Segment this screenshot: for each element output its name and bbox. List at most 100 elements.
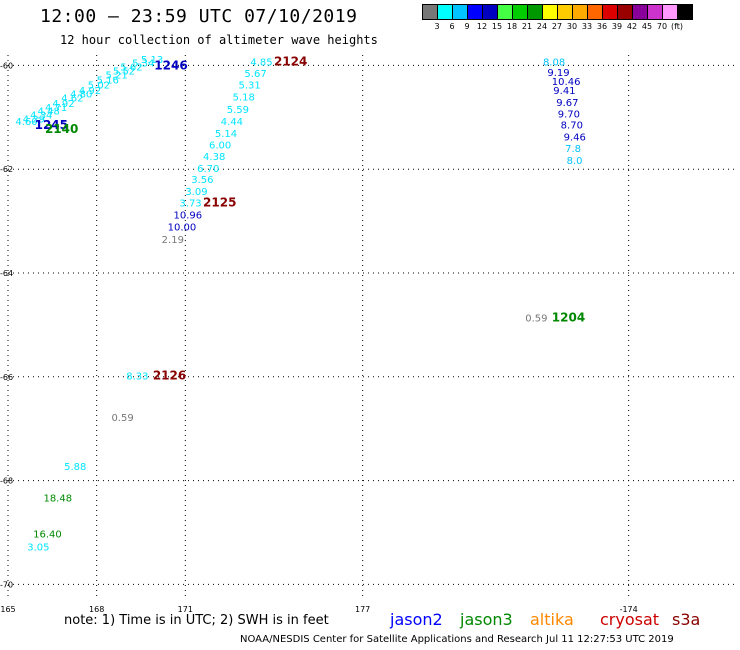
track-time-label: 2126 — [153, 368, 186, 382]
scale-label: 27 — [551, 22, 563, 31]
wave-height-label: 5.34 — [132, 58, 154, 69]
wave-height-label: 5.21 — [106, 70, 128, 81]
wave-height-label: 4.85 — [250, 57, 272, 68]
footer-credit: NOAA/NESDIS Center for Satellite Applica… — [240, 634, 674, 645]
wave-height-label: 16.40 — [33, 530, 62, 541]
track-time-label: 1245 — [35, 118, 68, 132]
wave-height-label: 8.33 — [126, 371, 148, 382]
wave-height-label: 6.00 — [209, 140, 231, 151]
scale-label: 33 — [581, 22, 593, 31]
wave-height-label: 6.70 — [197, 164, 219, 175]
wave-height-label: 7.8 — [565, 144, 581, 155]
wave-height-label: 4.44 — [221, 117, 243, 128]
track-time-label: 2125 — [203, 196, 236, 210]
scale-label: 24 — [536, 22, 548, 31]
y-tick-label: -64 — [0, 269, 13, 278]
x-tick-label: 177 — [355, 605, 370, 614]
wave-height-label: 5.18 — [233, 93, 255, 104]
track-time-label: 1204 — [552, 310, 585, 324]
wave-height-label: 3.09 — [185, 187, 207, 198]
scale-label: 39 — [611, 22, 623, 31]
wave-height-label: 5.16 — [97, 76, 119, 87]
wave-height-label: 4.62 — [61, 94, 83, 105]
wave-height-label: 3.05 — [27, 543, 49, 554]
wave-height-label: 4.80 — [70, 90, 92, 101]
track-time-label: 1246 — [154, 59, 187, 73]
legend-jason3: jason3 — [460, 610, 513, 629]
wave-height-label: 0.59 — [111, 413, 133, 424]
tick-layer: 165 168 171 -174 177 -60 -62 -64 -66 -68 -70 — [0, 61, 638, 614]
y-tick-label: -68 — [0, 477, 13, 486]
scale-label: 9 — [464, 22, 470, 31]
wave-height-label: 5.13 — [141, 55, 163, 66]
x-tick-label: 171 — [178, 605, 193, 614]
scale-label: 36 — [596, 22, 608, 31]
legend-jason2: jason2 — [390, 610, 443, 629]
wave-height-label: 18.48 — [43, 493, 72, 504]
wave-height-label: 4.48 — [38, 107, 60, 118]
scale-label: 70 — [656, 22, 668, 31]
wave-height-label: 4.92 — [79, 86, 101, 97]
scale-label: 18 — [506, 22, 518, 31]
scale-label: 30 — [566, 22, 578, 31]
scale-label: (ft) — [670, 22, 684, 31]
data-labels-layer: 4.604.294.344.484.714.924.624.804.925.02… — [15, 54, 586, 553]
wave-height-label: 0.59 — [525, 313, 547, 324]
wave-height-label: 10.46 — [552, 77, 581, 88]
scale-label: 15 — [491, 22, 503, 31]
wave-height-label: 5.59 — [227, 105, 249, 116]
wave-height-label: 4.60 — [15, 117, 37, 128]
x-tick-label: -174 — [620, 605, 638, 614]
chart-title: 12:00 – 23:59 UTC 07/10/2019 — [40, 6, 358, 27]
wave-height-label: 10.96 — [174, 211, 203, 222]
y-tick-label: -60 — [0, 61, 13, 70]
wave-height-label: 5.31 — [239, 81, 261, 92]
wave-height-label: 4.34 — [30, 110, 52, 121]
wave-height-label: 9.41 — [553, 86, 575, 97]
track-time-label: 2124 — [274, 54, 307, 68]
chart-subtitle: 12 hour collection of altimeter wave hei… — [60, 33, 378, 47]
wave-height-label: 4.29 — [23, 114, 45, 125]
scale-label: 6 — [449, 22, 455, 31]
scale-label: 21 — [521, 22, 533, 31]
legend-cryosat: cryosat — [600, 610, 660, 629]
color-scale-labels: 3 6 9 12 15 18 21 24 27 30 33 36 39 42 45 70 (ft) — [422, 22, 740, 34]
wave-height-label: 9.67 — [556, 98, 578, 109]
wave-height-label: 9.46 — [564, 133, 586, 144]
track-time-label: 2140 — [45, 122, 78, 136]
scale-label: 45 — [641, 22, 653, 31]
y-tick-label: -62 — [0, 165, 13, 174]
wave-height-label: 3.56 — [191, 175, 213, 186]
wave-height-label: 4.38 — [203, 152, 225, 163]
x-tick-label: 165 — [0, 605, 15, 614]
footer-note: note: 1) Time is in UTC; 2) SWH is in fe… — [64, 613, 329, 628]
wave-height-label: 9.19 — [547, 68, 569, 79]
wave-height-label: 8.70 — [561, 121, 583, 132]
wave-height-label: 2.19 — [162, 235, 184, 246]
legend-s3a: s3a — [672, 610, 701, 629]
legend-altika: altika — [530, 610, 574, 629]
scale-swatch — [677, 4, 693, 20]
x-tick-label: 168 — [89, 605, 104, 614]
scale-label: 12 — [476, 22, 488, 31]
wave-height-label: 4.71 — [45, 103, 67, 114]
y-tick-label: -66 — [0, 373, 13, 382]
wave-height-label: 4.92 — [52, 99, 74, 110]
color-scale-bar — [422, 4, 693, 20]
grid-layer — [7, 55, 738, 600]
wave-height-label: 5.88 — [64, 462, 86, 473]
wave-height-label: 5.62 — [120, 63, 142, 74]
wave-height-label: 9.70 — [558, 109, 580, 120]
scale-label: 3 — [434, 22, 440, 31]
wave-height-label: 8.08 — [543, 57, 565, 68]
scale-label: 42 — [626, 22, 638, 31]
y-tick-label: -70 — [0, 580, 13, 589]
wave-height-label: 5.14 — [215, 129, 237, 140]
wave-height-label: 8.0 — [567, 156, 583, 167]
wave-height-label: 3.73 — [179, 199, 201, 210]
wave-height-label: 5.67 — [244, 69, 266, 80]
wave-height-label: 5.02 — [88, 81, 110, 92]
wave-height-label: 10.00 — [168, 222, 197, 233]
wave-height-label: 5.52 — [113, 67, 135, 78]
